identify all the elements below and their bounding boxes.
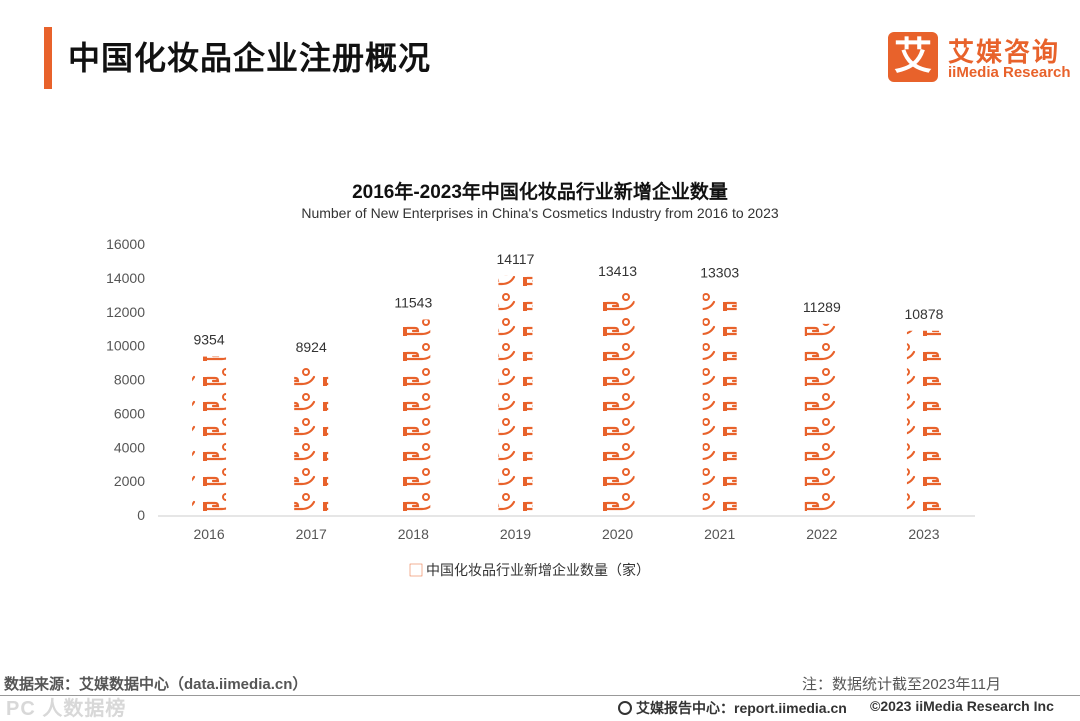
title-accent-bar	[44, 27, 52, 89]
footer-divider	[0, 695, 1080, 696]
data-label: 13413	[598, 263, 637, 279]
bar	[396, 319, 431, 515]
data-label: 13303	[700, 265, 739, 281]
data-label: 10878	[904, 306, 943, 322]
bar	[600, 287, 635, 515]
logo-name-cn: 艾媒咨询	[948, 37, 1061, 67]
data-label: 14117	[496, 251, 534, 267]
brand-logo[interactable]: 艾 艾媒咨询 iiMedia Research	[888, 30, 1073, 86]
copyright: ©2023 iiMedia Research Inc	[870, 698, 1054, 714]
x-tick-label: 2020	[602, 526, 633, 542]
y-tick-label: 0	[137, 507, 145, 523]
globe-icon	[618, 701, 632, 715]
y-tick-label: 2000	[114, 473, 145, 489]
logo-name-en: iiMedia Research	[948, 64, 1071, 81]
bar	[498, 275, 533, 515]
y-tick-label: 14000	[106, 270, 145, 286]
bar	[192, 356, 227, 515]
logo-mark-icon: 艾	[888, 32, 938, 82]
data-note: 注：数据统计截至2023年11月	[802, 676, 1001, 693]
y-tick-label: 4000	[114, 439, 145, 455]
data-source: 数据来源：艾媒数据中心（data.iimedia.cn）	[4, 676, 308, 693]
chart-title: 2016年-2023年中国化妆品行业新增企业数量	[352, 180, 728, 203]
x-tick-label: 2016	[193, 526, 224, 542]
x-tick-label: 2019	[500, 526, 531, 542]
page-title: 中国化妆品企业注册概况	[68, 40, 432, 76]
x-tick-label: 2021	[704, 526, 735, 542]
watermark: PC 人数据榜	[6, 698, 127, 720]
x-tick-label: 2018	[398, 526, 429, 542]
chart-subtitle: Number of New Enterprises in China's Cos…	[301, 205, 779, 221]
y-tick-label: 16000	[106, 236, 145, 252]
bar	[804, 323, 839, 515]
data-label: 11543	[394, 294, 432, 310]
legend-swatch-icon	[409, 563, 423, 577]
x-tick-label: 2023	[908, 526, 939, 542]
y-tick-label: 6000	[114, 405, 145, 421]
y-tick-label: 12000	[106, 304, 145, 320]
data-label: 11289	[803, 299, 841, 315]
data-label: 8924	[296, 339, 327, 355]
data-label: 9354	[193, 332, 224, 348]
report-center-link[interactable]: 艾媒报告中心：report.iimedia.cn	[618, 698, 847, 718]
bar	[906, 330, 941, 515]
bar	[294, 363, 329, 515]
y-tick-label: 10000	[106, 338, 145, 354]
bar	[702, 289, 737, 515]
x-tick-label: 2017	[296, 526, 327, 542]
y-tick-label: 8000	[114, 372, 145, 388]
x-tick-label: 2022	[806, 526, 837, 542]
report-center-text: 艾媒报告中心：report.iimedia.cn	[636, 700, 847, 716]
legend-label: 中国化妆品行业新增企业数量（家）	[426, 562, 650, 578]
